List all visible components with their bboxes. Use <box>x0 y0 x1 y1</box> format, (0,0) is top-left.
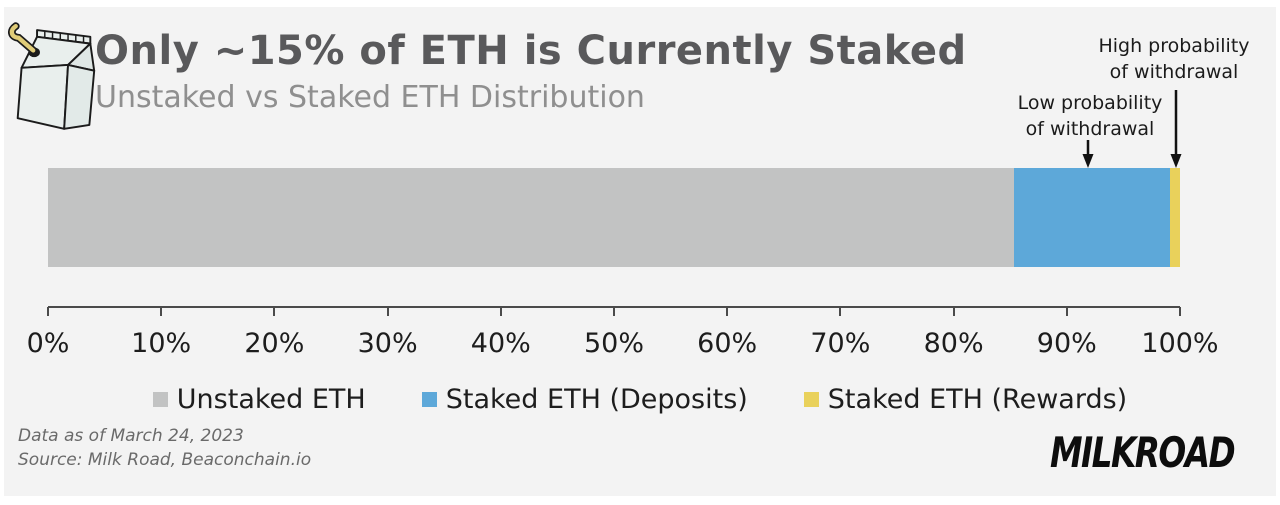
axis-tick-label: 50% <box>583 328 645 359</box>
milkroad-wordmark: MILKROAD <box>1049 428 1236 477</box>
legend-swatch-unstaked <box>152 391 168 407</box>
legend: Unstaked ETH Staked ETH (Deposits) Stake… <box>0 382 1280 416</box>
bar-segment-unstaked <box>48 168 1014 267</box>
axis-tick-label: 80% <box>923 328 984 359</box>
chart-subtitle: Unstaked vs Staked ETH Distribution <box>95 80 645 115</box>
legend-item-unstaked: Unstaked ETH <box>152 383 366 415</box>
axis-tick <box>47 307 49 316</box>
axis-tick <box>613 307 615 316</box>
x-axis: 0% 10% 20% 30% 40% 50% 60% 70% 80% 90% 100% <box>27 306 1219 370</box>
bar-segment-staked-deposits <box>1013 168 1170 267</box>
annotation-high-probability: High probability of withdrawal <box>1098 35 1250 83</box>
axis-tick-label: 30% <box>357 328 418 359</box>
axis-tick-label: 70% <box>810 328 871 359</box>
annotation-low-probability: Low probability of withdrawal <box>1017 92 1163 140</box>
bar-segment-staked-rewards <box>1169 168 1180 267</box>
axis-tick-label: 60% <box>697 328 758 359</box>
milk-carton-icon <box>8 22 96 130</box>
axis-tick-label: 90% <box>1036 328 1097 359</box>
axis-tick-label: 10% <box>131 328 192 359</box>
axis-tick-label: 20% <box>244 328 305 359</box>
axis-tick <box>1179 307 1181 316</box>
axis-tick-label: 0% <box>26 328 70 359</box>
axis-tick <box>726 307 729 316</box>
axis-tick-label: 100% <box>1141 328 1219 359</box>
footer-source-note: Data as of March 24, 2023 Source: Milk R… <box>18 424 311 472</box>
axis-tick <box>499 307 502 316</box>
legend-label: Unstaked ETH <box>176 383 366 415</box>
axis-tick <box>839 307 842 316</box>
axis-tick <box>952 307 955 316</box>
legend-swatch-staked-deposits <box>421 391 437 407</box>
axis-tick <box>160 307 163 316</box>
high-probability-arrow-icon <box>1170 90 1182 168</box>
legend-item-staked-rewards: Staked ETH (Rewards) <box>803 383 1128 415</box>
low-probability-arrow-icon <box>1082 140 1094 168</box>
stacked-bar <box>48 168 1180 267</box>
legend-item-staked-deposits: Staked ETH (Deposits) <box>421 383 748 415</box>
axis-tick <box>273 307 276 316</box>
legend-label: Staked ETH (Rewards) <box>827 383 1128 415</box>
axis-tick <box>1065 307 1068 316</box>
axis-tick <box>386 307 389 316</box>
legend-swatch-staked-rewards <box>803 391 819 407</box>
footer-source: Source: Milk Road, Beaconchain.io <box>18 450 312 470</box>
footer-date: Data as of March 24, 2023 <box>18 426 244 446</box>
legend-label: Staked ETH (Deposits) <box>445 383 748 415</box>
chart-title: Only ~15% of ETH is Currently Staked <box>95 28 967 74</box>
axis-tick-label: 40% <box>470 328 531 359</box>
